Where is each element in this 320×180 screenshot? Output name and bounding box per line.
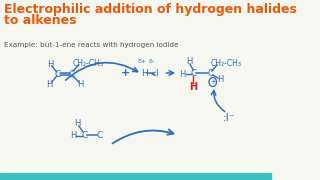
Text: Electrophilic addition of hydrogen halides: Electrophilic addition of hydrogen halid… <box>4 3 297 16</box>
Text: :I⁻: :I⁻ <box>222 113 235 123</box>
Text: δ-: δ- <box>149 58 155 64</box>
Text: to alkenes: to alkenes <box>4 14 77 27</box>
Text: H: H <box>179 69 185 78</box>
Text: H: H <box>47 60 53 69</box>
Text: H: H <box>217 75 224 84</box>
Text: H: H <box>74 118 80 127</box>
Text: C: C <box>207 69 213 78</box>
Text: I: I <box>155 69 157 78</box>
Bar <box>0 173 271 180</box>
Text: +: + <box>121 68 130 78</box>
Text: C: C <box>54 69 61 78</box>
Text: H: H <box>141 69 148 78</box>
Text: H: H <box>46 80 52 89</box>
Text: +: + <box>210 79 216 85</box>
Text: Example: but-1-ene reacts with hydrogen iodide: Example: but-1-ene reacts with hydrogen … <box>4 42 179 48</box>
Text: δ+: δ+ <box>138 58 147 64</box>
Text: H: H <box>77 80 84 89</box>
Text: C: C <box>69 69 75 78</box>
Text: H: H <box>70 132 77 141</box>
Text: CH₂-CH₃: CH₂-CH₃ <box>73 58 104 68</box>
Text: H: H <box>186 57 192 66</box>
Text: C: C <box>82 130 88 140</box>
Text: CH₂-CH₃: CH₂-CH₃ <box>211 58 242 68</box>
Text: H: H <box>189 82 197 92</box>
Text: C: C <box>96 130 102 140</box>
Text: C: C <box>190 69 196 78</box>
